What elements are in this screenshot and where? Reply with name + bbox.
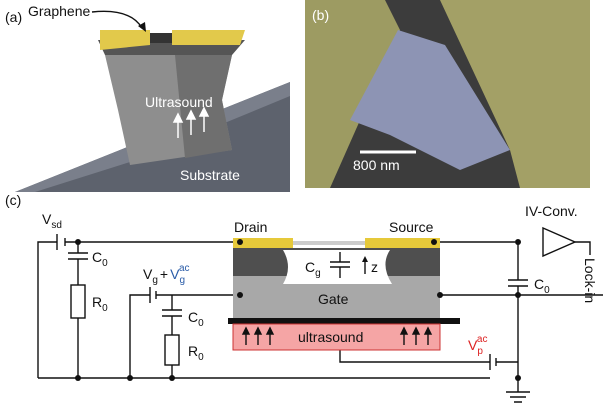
- cg-label: C: [305, 259, 315, 275]
- electrode-left: [305, 0, 400, 188]
- r0-label: R0: [92, 294, 108, 314]
- label: (b): [312, 7, 329, 23]
- r0-label: R0: [188, 343, 204, 363]
- source-label: Source: [389, 219, 434, 235]
- electrode-right: [440, 0, 590, 188]
- vg-label: g: [152, 275, 158, 286]
- nodes: [237, 292, 243, 298]
- nodes: [127, 375, 133, 381]
- arrowhead: [138, 22, 146, 32]
- r0-label: 0: [198, 352, 204, 363]
- vp-label: V: [468, 337, 478, 353]
- capacitors: [68, 252, 528, 317]
- vp-label: ac: [477, 334, 488, 345]
- ultrasound-arrows: [411, 326, 421, 335]
- ultrasound-arrows: [423, 326, 433, 335]
- arrows: [172, 112, 184, 123]
- vg-label: Vg + Vgac: [143, 263, 190, 286]
- nodes: [169, 375, 175, 381]
- nodes: [237, 239, 243, 245]
- resistor: [70, 284, 86, 319]
- cg-label: Cg: [305, 259, 321, 279]
- c0-label: 0: [544, 285, 550, 296]
- ultrasound-label: Ultrasound: [145, 94, 213, 110]
- vsd-label: Vsd: [42, 211, 62, 231]
- label: (c): [5, 192, 21, 208]
- gate-label: Gate: [318, 291, 349, 307]
- c0-label: C: [188, 309, 198, 325]
- label: (a): [5, 9, 22, 25]
- vg-label: ac: [179, 263, 190, 274]
- drain-label: Drain: [234, 219, 267, 235]
- c0-label: C0: [534, 276, 550, 296]
- pad-right: [172, 30, 245, 45]
- iv-converter: [542, 226, 577, 258]
- arrows: [185, 109, 197, 120]
- nodes: [515, 239, 521, 245]
- pad-left: [100, 30, 150, 50]
- ultrasound-transducer: [232, 323, 441, 351]
- resistor: [164, 334, 180, 366]
- nodes: [75, 239, 81, 245]
- vg-label: V: [170, 266, 180, 282]
- c0-label: C0: [92, 249, 108, 269]
- graphene: [150, 33, 172, 43]
- cg-label: g: [315, 268, 321, 279]
- ultrasound-arrows: [241, 326, 433, 345]
- ultrasound-arrows: [265, 326, 275, 335]
- arrowhead: [362, 256, 368, 262]
- ultrasound-label: ultrasound: [298, 329, 363, 345]
- ultrasound-arrows: [245, 333, 429, 345]
- iv-conv-label: IV-Conv.: [525, 203, 578, 219]
- graphene: [290, 241, 368, 245]
- vg-label: V: [143, 266, 153, 282]
- panel-b: (b) 800 nm: [305, 0, 590, 188]
- arrows: [172, 106, 210, 138]
- substrate-label: Substrate: [180, 167, 240, 183]
- c0-label: C: [92, 249, 102, 265]
- panel-c: (c) Vsd C0 R0 Vg + Vgac: [5, 192, 603, 403]
- source-pad: [365, 238, 440, 248]
- pillar-side: [175, 55, 232, 158]
- c0-label: 0: [198, 318, 204, 329]
- vsd-label: sd: [51, 220, 62, 231]
- ultrasound-arrows: [241, 326, 251, 335]
- drain-pad: [233, 238, 293, 248]
- nodes: [75, 375, 81, 381]
- nodes: [431, 239, 437, 245]
- nodes: [515, 292, 521, 298]
- r0-label: R: [188, 343, 198, 359]
- z-label: z: [371, 259, 378, 275]
- c0-label: C: [534, 276, 544, 292]
- vsd-label: V: [42, 211, 52, 227]
- nodes: [515, 375, 521, 381]
- vp-label: Vpac: [468, 334, 487, 357]
- graphene-label: Graphene: [28, 3, 90, 19]
- vg-label: g: [179, 275, 185, 286]
- membrane: [350, 30, 510, 170]
- nodes: [437, 292, 443, 298]
- vp-label: p: [477, 346, 483, 357]
- r0-label: R: [92, 294, 102, 310]
- ultrasound-arrows: [253, 326, 263, 335]
- vg-label: +: [160, 266, 168, 282]
- arrows: [198, 106, 210, 117]
- c0-label: C0: [188, 309, 204, 329]
- arrow: [91, 10, 143, 29]
- lock-in-label: Lock-in: [582, 258, 598, 303]
- c0-label: 0: [102, 258, 108, 269]
- ultrasound-arrows: [399, 326, 409, 335]
- cg-capacitor: [330, 252, 350, 278]
- r0-label: 0: [102, 303, 108, 314]
- scale-label: 800 nm: [353, 157, 400, 173]
- panel-a: (a) Graphene Ultrasound Substrate: [5, 3, 290, 192]
- piezo: [228, 318, 460, 324]
- nodes: [75, 239, 521, 381]
- ground: [506, 391, 530, 403]
